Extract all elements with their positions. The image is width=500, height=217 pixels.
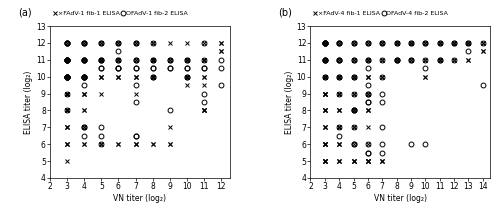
Y-axis label: ELISA titer (log₂): ELISA titer (log₂): [24, 70, 34, 134]
X-axis label: VN titer (log₂): VN titer (log₂): [374, 194, 426, 203]
Text: (a): (a): [18, 8, 32, 18]
X-axis label: VN titer (log₂): VN titer (log₂): [114, 194, 166, 203]
Legend: ×FAdV-1 fib-1 ELISA, OFAdV-1 fib-2 ELISA: ×FAdV-1 fib-1 ELISA, OFAdV-1 fib-2 ELISA: [53, 11, 188, 16]
Text: (b): (b): [278, 8, 292, 18]
Y-axis label: ELISA titer (log₂): ELISA titer (log₂): [285, 70, 294, 134]
Legend: ×FAdV-4 fib-1 ELISA, OFAdV-4 fib-2 ELISA: ×FAdV-4 fib-1 ELISA, OFAdV-4 fib-2 ELISA: [314, 11, 448, 16]
